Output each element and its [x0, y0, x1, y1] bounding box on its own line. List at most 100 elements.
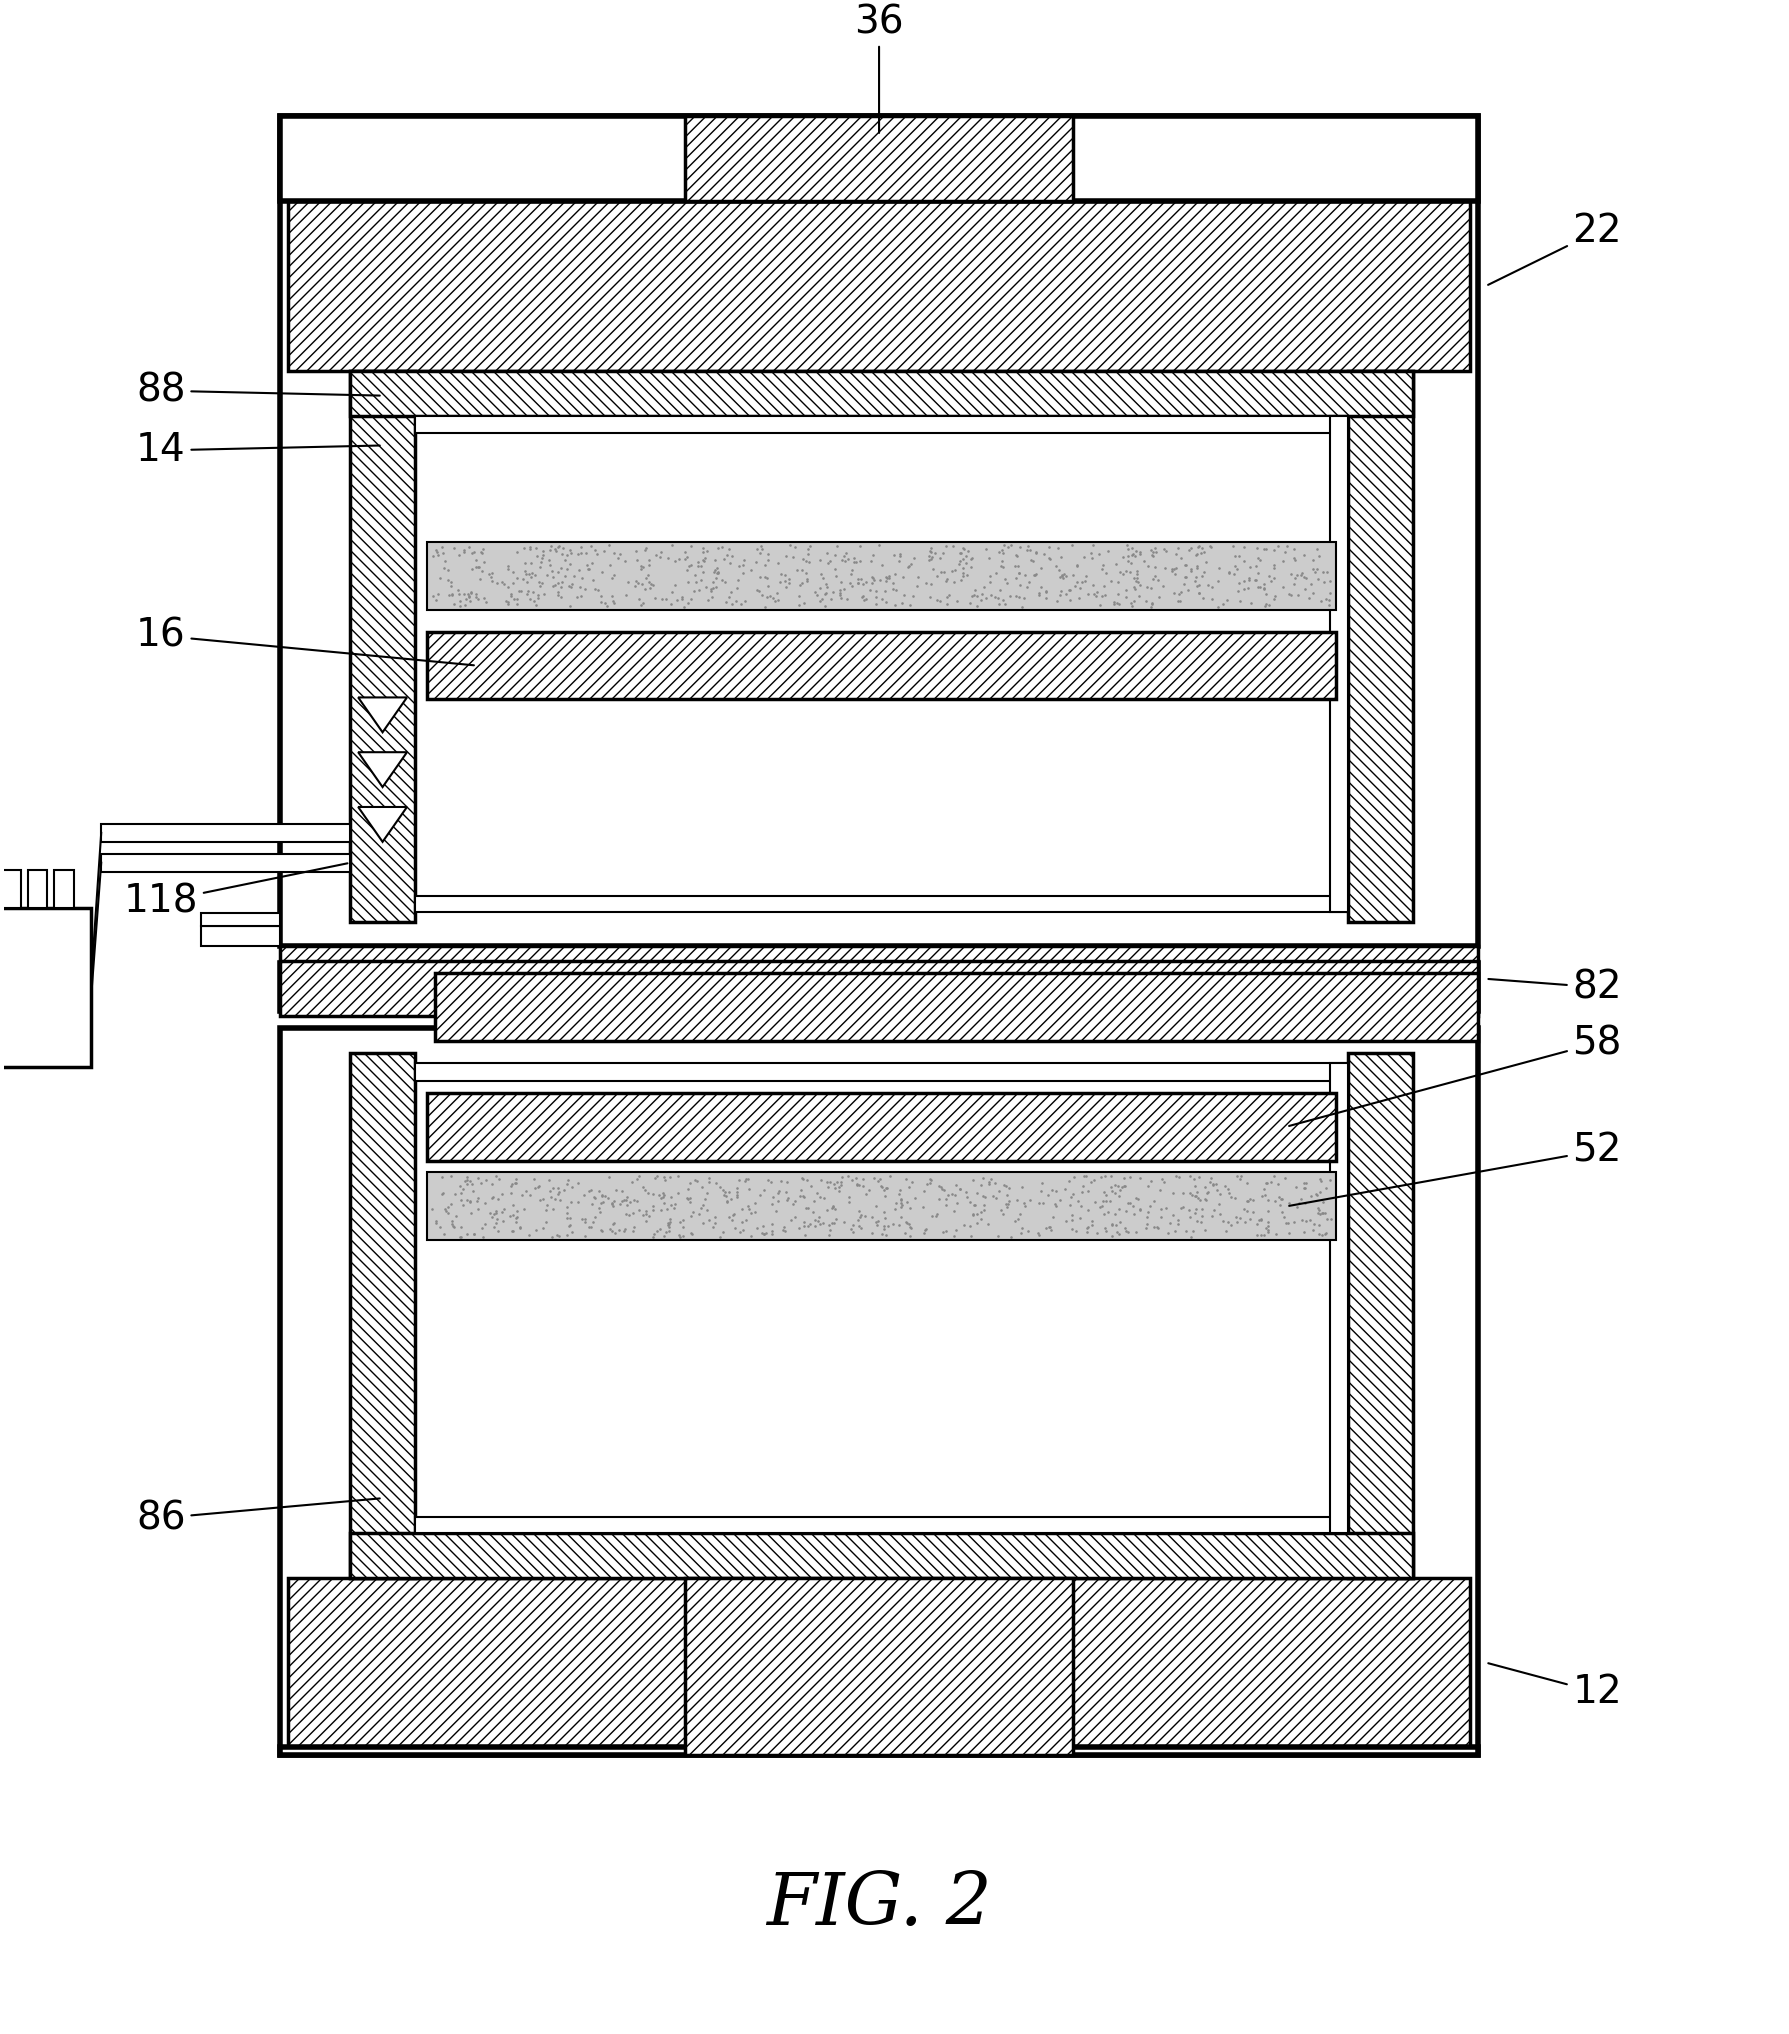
Point	[1286, 1184, 1315, 1216]
Point	[442, 1200, 471, 1233]
Point	[478, 1182, 506, 1214]
Point	[785, 590, 814, 622]
Point	[764, 547, 793, 580]
Point	[1193, 1176, 1222, 1208]
Point	[1120, 561, 1149, 594]
Point	[458, 537, 487, 570]
Point	[955, 1210, 984, 1243]
Point	[601, 1174, 630, 1206]
Point	[710, 1176, 739, 1208]
Point	[1068, 565, 1097, 598]
Point	[674, 565, 703, 598]
Point	[1254, 1210, 1283, 1243]
Point	[567, 537, 596, 570]
Point	[644, 1159, 673, 1192]
Point	[1138, 533, 1166, 565]
Point	[606, 1184, 635, 1216]
Point	[419, 1192, 447, 1224]
Point	[1104, 1218, 1132, 1251]
Point	[674, 1172, 703, 1204]
Point	[837, 557, 866, 590]
Point	[669, 1204, 698, 1237]
Point	[1242, 563, 1270, 596]
Point	[1308, 1186, 1336, 1218]
Point	[501, 1202, 530, 1235]
Point	[587, 586, 615, 618]
Point	[894, 549, 923, 582]
Point	[970, 572, 998, 604]
Point	[1292, 1168, 1320, 1200]
Point	[460, 535, 488, 567]
Point	[844, 565, 873, 598]
Point	[1100, 586, 1129, 618]
Point	[538, 555, 567, 588]
Point	[569, 1202, 598, 1235]
Point	[433, 1194, 462, 1227]
Point	[544, 1178, 572, 1210]
Point	[1125, 570, 1154, 602]
Point	[1236, 1184, 1265, 1216]
Point	[776, 1204, 805, 1237]
Point	[723, 1176, 751, 1208]
Point	[857, 545, 886, 578]
Point	[692, 1194, 721, 1227]
Point	[1304, 1208, 1333, 1241]
Point	[775, 563, 803, 596]
Point	[819, 1190, 848, 1222]
Point	[1283, 557, 1311, 590]
Bar	[415, 415, 1349, 433]
Point	[1090, 1198, 1118, 1231]
Point	[1204, 563, 1233, 596]
Point	[510, 531, 538, 563]
Point	[1168, 1178, 1197, 1210]
Point	[1213, 584, 1242, 616]
Point	[816, 1214, 844, 1247]
Point	[1077, 541, 1106, 574]
Point	[646, 535, 674, 567]
Point	[1172, 549, 1200, 582]
Point	[504, 576, 533, 608]
Point	[612, 1198, 640, 1231]
Point	[1308, 1218, 1336, 1251]
Point	[850, 1163, 878, 1196]
Point	[966, 1202, 995, 1235]
Point	[1277, 578, 1306, 610]
Point	[1030, 537, 1059, 570]
Point	[501, 1165, 530, 1198]
Point	[952, 1176, 980, 1208]
Point	[1113, 1216, 1141, 1249]
Point	[1206, 1178, 1234, 1210]
Point	[1070, 563, 1098, 596]
Point	[1265, 1190, 1293, 1222]
Point	[712, 1180, 741, 1212]
Point	[1184, 1159, 1213, 1192]
Point	[846, 1202, 875, 1235]
Point	[1286, 559, 1315, 592]
Point	[692, 1178, 721, 1210]
Point	[1233, 1196, 1261, 1229]
Bar	[0, 871, 20, 907]
Point	[530, 535, 558, 567]
Point	[1057, 1204, 1086, 1237]
Point	[1125, 537, 1154, 570]
Point	[962, 1206, 991, 1239]
Point	[1224, 539, 1252, 572]
Point	[1109, 1170, 1138, 1202]
Point	[1215, 1174, 1243, 1206]
Point	[1052, 578, 1081, 610]
Point	[773, 541, 801, 574]
Text: 86: 86	[136, 1499, 379, 1538]
Point	[1249, 533, 1277, 565]
Point	[1120, 1198, 1149, 1231]
Point	[1081, 578, 1109, 610]
Point	[1077, 1165, 1106, 1198]
Point	[869, 1174, 898, 1206]
Point	[827, 578, 855, 610]
Point	[1267, 1182, 1295, 1214]
Point	[1225, 586, 1254, 618]
Point	[751, 1216, 780, 1249]
Point	[988, 545, 1016, 578]
Point	[957, 543, 986, 576]
Point	[424, 578, 453, 610]
Point	[959, 1163, 988, 1196]
